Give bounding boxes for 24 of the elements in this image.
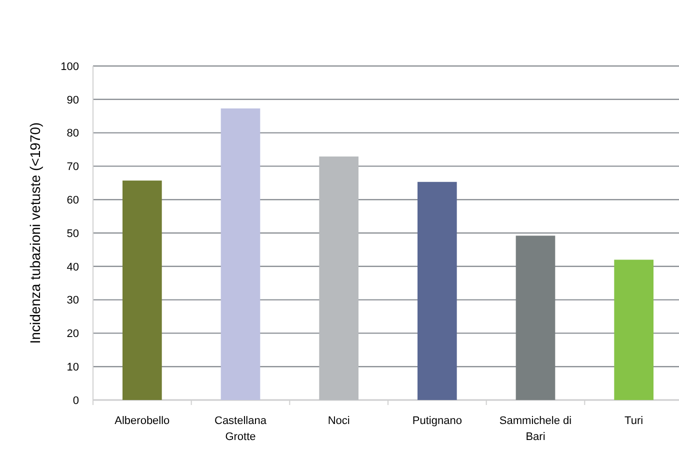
bar <box>319 156 358 400</box>
x-tick-label: Alberobello <box>114 415 170 427</box>
y-tick-label: 80 <box>66 128 79 140</box>
y-tick-label: 0 <box>72 394 79 407</box>
y-tick-label: 10 <box>66 361 79 374</box>
y-tick-label: 100 <box>60 60 79 73</box>
y-tick-label: 40 <box>66 261 79 274</box>
x-tick-label: Noci <box>328 415 350 427</box>
y-tick-label: 90 <box>66 94 79 106</box>
y-tick-label: 30 <box>66 294 79 307</box>
x-tick-label: Sammichele di Bari <box>499 415 572 443</box>
x-tick-label: Putignano <box>412 415 462 427</box>
bar <box>122 180 162 400</box>
x-tick-label: Castellana Grotte <box>214 415 268 443</box>
y-tick-label: 50 <box>66 228 79 240</box>
y-tick-label: 20 <box>66 328 79 340</box>
y-tick-label: 70 <box>66 161 79 174</box>
bar <box>418 182 457 400</box>
x-tick-label: Turi <box>624 415 644 427</box>
y-axis-title: Incidenza tubazioni vetuste (<1970) <box>27 122 43 344</box>
bar <box>220 108 260 400</box>
y-tick-label: 60 <box>66 194 79 206</box>
bar <box>614 260 654 400</box>
bar <box>516 236 556 400</box>
